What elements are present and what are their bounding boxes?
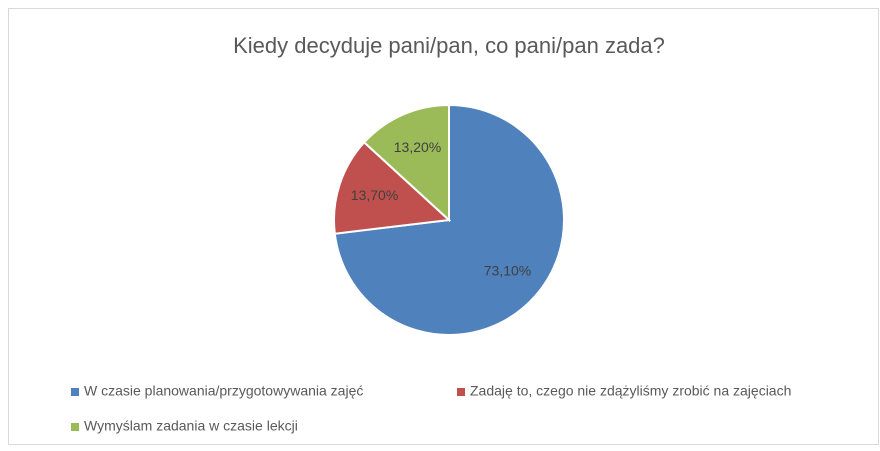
- legend-label: Zadaję to, czego nie zdążyliśmy zrobić n…: [470, 383, 791, 399]
- legend-marker: [71, 388, 79, 396]
- data-label: 73,10%: [484, 263, 531, 279]
- legend-marker: [71, 423, 79, 431]
- data-label: 13,20%: [394, 139, 441, 155]
- legend-marker: [457, 388, 465, 396]
- data-label: 13,70%: [351, 187, 398, 203]
- legend-label: W czasie planowania/przygotowywania zaję…: [84, 383, 363, 399]
- pie-slice: [333, 140, 452, 235]
- chart-title: Kiedy decyduje pani/pan, co pani/pan zad…: [233, 33, 665, 58]
- legend-label: Wymyślam zadania w czasie lekcji: [84, 418, 298, 434]
- pie-slice: [362, 103, 450, 223]
